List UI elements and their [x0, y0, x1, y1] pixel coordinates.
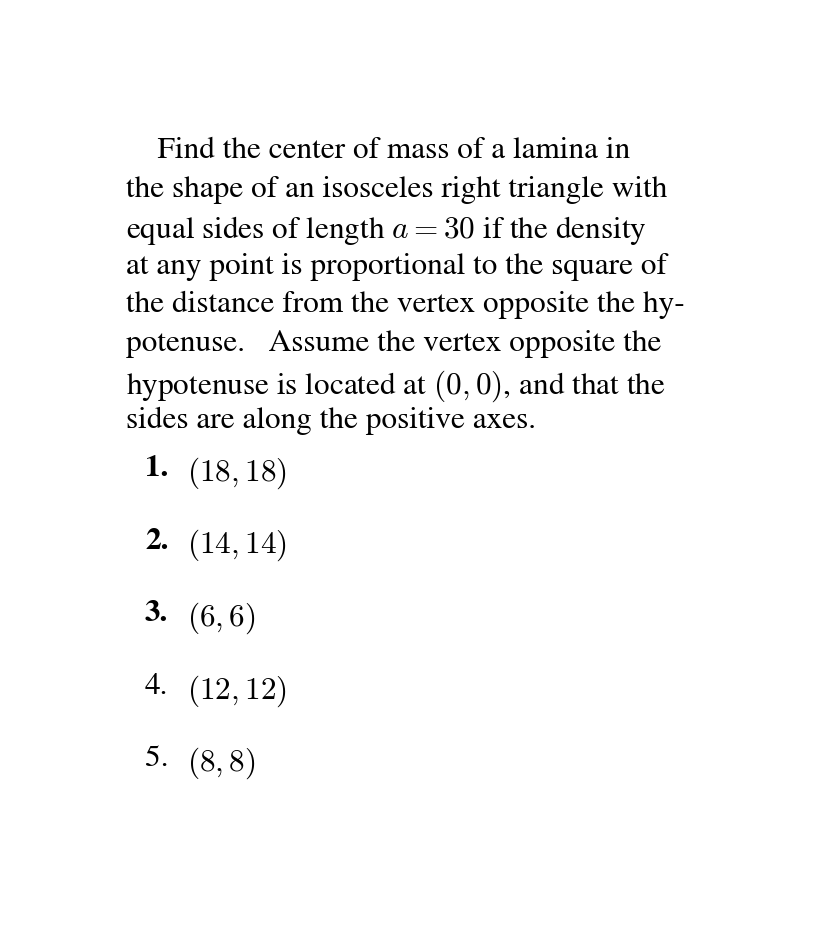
Text: $(14, 14)$: $(14, 14)$ [188, 528, 287, 563]
Text: sides are along the positive axes.: sides are along the positive axes. [126, 406, 536, 435]
Text: 3.: 3. [145, 601, 168, 628]
Text: $(12, 12)$: $(12, 12)$ [188, 673, 287, 709]
Text: equal sides of length $a = 30$ if the density: equal sides of length $a = 30$ if the de… [126, 214, 647, 248]
Text: the distance from the vertex opposite the hy-: the distance from the vertex opposite th… [126, 291, 685, 319]
Text: $(6, 6)$: $(6, 6)$ [188, 601, 256, 636]
Text: hypotenuse is located at $(0, 0)$, and that the: hypotenuse is located at $(0, 0)$, and t… [126, 368, 666, 403]
Text: 5.: 5. [145, 745, 168, 773]
Text: Find the center of mass of a lamina in: Find the center of mass of a lamina in [126, 137, 630, 165]
Text: 1.: 1. [145, 455, 168, 482]
Text: $(18, 18)$: $(18, 18)$ [188, 455, 287, 490]
Text: at any point is proportional to the square of: at any point is proportional to the squa… [126, 253, 667, 281]
Text: 4.: 4. [145, 673, 168, 700]
Text: the shape of an isosceles right triangle with: the shape of an isosceles right triangle… [126, 176, 667, 204]
Text: 2.: 2. [145, 528, 168, 555]
Text: potenuse.   Assume the vertex opposite the: potenuse. Assume the vertex opposite the [126, 330, 662, 358]
Text: $(8, 8)$: $(8, 8)$ [188, 745, 256, 781]
